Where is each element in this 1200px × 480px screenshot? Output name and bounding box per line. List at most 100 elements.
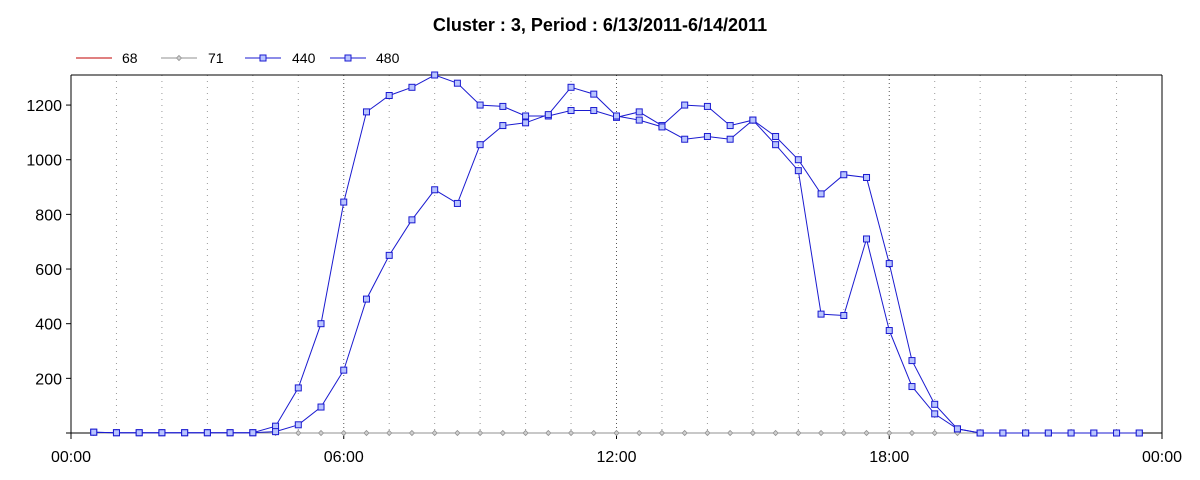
data-point [931,400,939,408]
chart-title: Cluster : 3, Period : 6/13/2011-6/14/201… [433,15,767,35]
data-point [749,429,756,437]
data-point [590,107,598,115]
data-point [90,428,98,436]
data-point [453,199,461,207]
data-point [294,384,302,392]
data-point [590,429,597,437]
data-point [226,429,234,437]
data-point [749,116,757,124]
y-axis: 200 400 600 800 1000 1200 [26,98,71,388]
data-point [522,119,530,127]
data-point [681,135,689,143]
y-tick-label: 400 [35,317,62,334]
legend-label: 480 [376,50,400,66]
x-tick-label: 06:00 [324,449,364,466]
data-point [817,429,825,437]
data-point [840,171,848,179]
data-point [408,216,416,224]
data-point [817,190,825,198]
legend-marker [344,54,352,62]
data-point [363,429,370,437]
data-point [340,429,347,437]
data-point [931,410,939,418]
data-point [567,429,575,437]
legend-item-440: 440 [245,50,316,66]
data-point [795,429,802,437]
data-point [840,311,848,319]
data-point [1022,429,1030,437]
data-point [886,429,893,437]
data-point [158,429,166,437]
data-point [590,90,598,98]
data-point [135,429,143,437]
data-point [908,357,916,365]
x-axis: 00:00 06:00 12:00 18:00 00:00 [51,433,1182,466]
data-point [499,122,507,130]
data-point [362,108,370,116]
data-point [545,429,552,437]
y-tick-label: 1200 [26,98,62,115]
data-point [772,132,780,140]
data-point [636,429,643,437]
data-point [885,260,893,268]
data-point [112,429,120,437]
data-point [567,107,575,115]
plot-frame [66,74,1163,439]
series-480 [90,83,1143,437]
data-point [567,83,575,91]
data-point [272,428,280,436]
data-point [522,112,530,120]
data-point [431,429,438,437]
data-point [522,429,529,437]
data-point [772,141,780,149]
data-point [431,71,439,79]
data-point [1067,429,1075,437]
data-point [999,429,1007,437]
data-point [477,429,484,437]
data-point [976,429,984,437]
data-point [317,429,325,437]
data-point [499,429,506,437]
data-point [203,429,211,437]
data-point [1113,429,1121,437]
data-point [840,429,847,437]
data-point [385,251,393,259]
legend-item-68: 68 [76,50,138,66]
data-point [317,320,325,328]
data-point [908,429,916,437]
legend-label: 71 [208,50,224,66]
data-point [1090,429,1098,437]
data-point [613,429,620,437]
x-tick-label: 00:00 [1142,449,1182,466]
y-tick-label: 600 [35,262,62,279]
data-point [863,173,871,181]
data-point [386,429,393,437]
series-440 [90,71,1143,437]
legend-label: 440 [292,50,316,66]
x-tick-label: 00:00 [51,449,91,466]
x-tick-label: 12:00 [596,449,636,466]
data-point [794,156,802,164]
data-point [295,429,302,437]
data-point [681,429,688,437]
data-point [772,429,779,437]
data-point [249,429,257,437]
data-point [863,235,871,243]
data-point [863,429,870,437]
legend-label: 68 [122,50,138,66]
data-point [385,91,393,99]
data-point [794,167,802,175]
y-tick-label: 800 [35,207,62,224]
data-point [544,111,552,119]
data-point [1044,429,1052,437]
data-point [476,101,484,109]
data-point [499,102,507,110]
data-point [1135,429,1143,437]
data-point [453,79,461,87]
data-point [294,421,302,429]
data-point [454,429,461,437]
data-point [635,116,643,124]
data-point [885,327,893,335]
data-point [658,429,666,437]
